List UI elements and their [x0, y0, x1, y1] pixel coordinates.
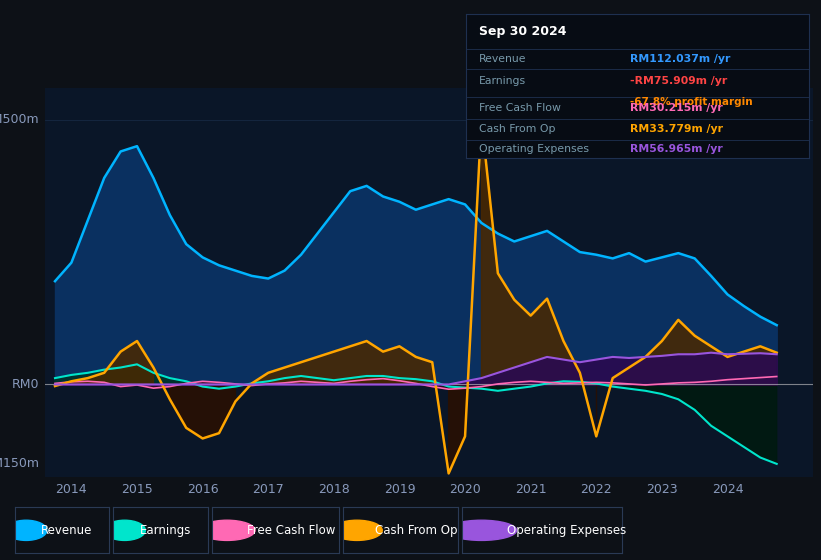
Text: Free Cash Flow: Free Cash Flow	[479, 103, 561, 113]
Text: RM30.215m /yr: RM30.215m /yr	[631, 103, 723, 113]
Text: RM33.779m /yr: RM33.779m /yr	[631, 124, 723, 134]
Circle shape	[447, 520, 516, 540]
Text: RM0: RM0	[11, 378, 39, 391]
Text: RM112.037m /yr: RM112.037m /yr	[631, 54, 731, 64]
Text: Revenue: Revenue	[479, 54, 527, 64]
Text: RM500m: RM500m	[0, 113, 39, 126]
Text: Earnings: Earnings	[140, 524, 191, 537]
Text: Free Cash Flow: Free Cash Flow	[247, 524, 336, 537]
Text: Cash From Op: Cash From Op	[479, 124, 556, 134]
Text: Sep 30 2024: Sep 30 2024	[479, 25, 566, 38]
Circle shape	[199, 520, 255, 540]
Text: Revenue: Revenue	[41, 524, 93, 537]
Text: RM56.965m /yr: RM56.965m /yr	[631, 143, 723, 153]
Text: -RM150m: -RM150m	[0, 458, 39, 470]
Circle shape	[332, 520, 383, 540]
Circle shape	[6, 520, 47, 540]
Text: Cash From Op: Cash From Op	[375, 524, 458, 537]
Text: -RM75.909m /yr: -RM75.909m /yr	[631, 76, 727, 86]
Text: Earnings: Earnings	[479, 76, 526, 86]
Text: Operating Expenses: Operating Expenses	[507, 524, 626, 537]
Text: -67.8% profit margin: -67.8% profit margin	[631, 97, 753, 107]
Text: Operating Expenses: Operating Expenses	[479, 143, 589, 153]
Circle shape	[104, 520, 145, 540]
